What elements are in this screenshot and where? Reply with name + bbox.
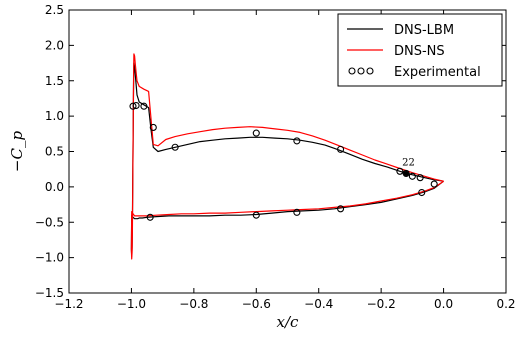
y-tick-label: 1.5 xyxy=(45,74,64,88)
x-tick-label: −0.8 xyxy=(179,297,208,311)
y-tick-label: 2.5 xyxy=(45,3,64,17)
experimental-point xyxy=(408,172,416,180)
experimental-point xyxy=(252,211,260,219)
y-tick-label: −1.5 xyxy=(35,286,64,300)
y-tick-label: −1.0 xyxy=(35,251,64,265)
legend-swatch-marker xyxy=(348,67,356,75)
experimental-point xyxy=(396,167,404,175)
x-axis-label: x/c xyxy=(277,313,300,331)
experimental-point xyxy=(132,101,140,110)
experimental-point xyxy=(402,169,410,177)
experimental-point xyxy=(293,137,301,145)
experimental-point xyxy=(430,180,438,188)
y-tick-label: 0.0 xyxy=(45,180,64,194)
x-tick-label: −0.6 xyxy=(242,297,271,311)
experimental-point xyxy=(149,123,157,131)
legend-label: DNS-LBM xyxy=(394,23,454,38)
experimental-point xyxy=(293,208,301,216)
y-tick-label: 2.0 xyxy=(45,38,64,52)
legend-label: Experimental xyxy=(394,65,481,80)
experimental-point xyxy=(171,143,179,151)
series-line-dns-ns xyxy=(130,53,444,260)
legend-swatch-marker xyxy=(366,67,374,75)
experimental-point xyxy=(418,188,426,197)
x-tick-label: −0.4 xyxy=(304,297,333,311)
experimental-point xyxy=(337,145,345,153)
annotation-label: 22 xyxy=(402,157,415,168)
legend-swatch-marker xyxy=(357,67,365,75)
annotation-marker xyxy=(403,170,409,177)
y-axis-label: −C_p xyxy=(8,131,26,173)
y-tick-label: −0.5 xyxy=(35,215,64,229)
plot-layer: 22 −1.2 −1.0 −0.8 −0.6 −0.4 −0.2 0.0 0.2 −1.5 −1.0… xyxy=(8,3,516,331)
experimental-point xyxy=(337,205,345,213)
x-tick-label: 0.2 xyxy=(496,297,515,311)
experimental-point xyxy=(252,129,260,137)
x-tick-label: 0.0 xyxy=(434,297,453,311)
experimental-point xyxy=(140,102,148,110)
series-line-dns-lbm xyxy=(130,62,444,257)
y-tick-label: 1.0 xyxy=(45,109,64,123)
x-tick-label: −1.0 xyxy=(117,297,146,311)
y-tick-label: 0.5 xyxy=(45,145,64,159)
x-tick-label: −0.2 xyxy=(367,297,396,311)
x-tick-label: −1.2 xyxy=(54,297,83,311)
legend: DNS-LBM DNS-NS Experimental xyxy=(337,13,503,87)
legend-label: DNS-NS xyxy=(394,44,445,59)
experimental-point xyxy=(129,102,137,110)
experimental-point xyxy=(146,213,154,221)
experimental-point xyxy=(416,174,424,182)
